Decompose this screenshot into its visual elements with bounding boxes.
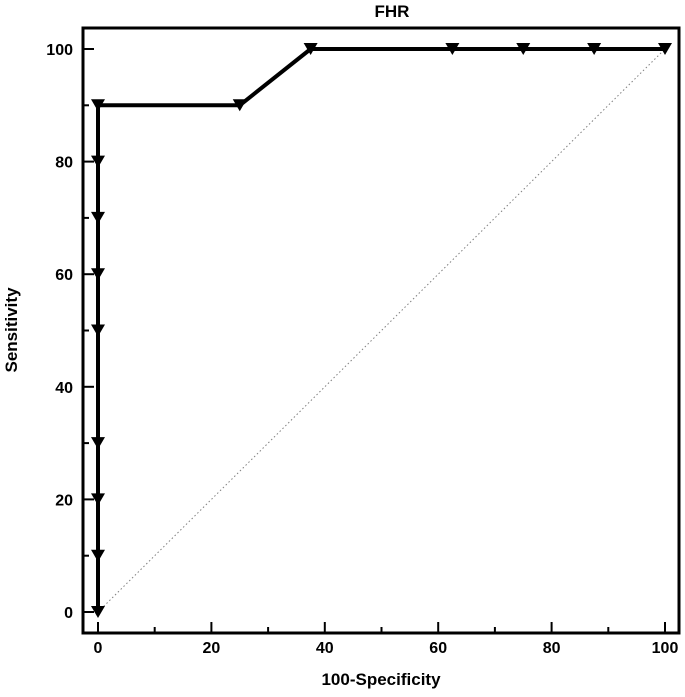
data-point-marker <box>91 493 105 506</box>
data-point-marker <box>91 324 105 337</box>
y-tick-label: 80 <box>55 155 73 172</box>
y-tick-label: 0 <box>64 605 73 622</box>
x-tick-label: 100 <box>652 640 679 657</box>
data-point-marker <box>91 99 105 112</box>
reference-diagonal <box>97 48 666 613</box>
roc-markers <box>91 43 672 618</box>
y-axis-title: Sensitivity <box>2 287 21 373</box>
y-tick-label: 20 <box>55 492 73 509</box>
x-tick-label: 0 <box>94 640 103 657</box>
x-tick-label: 60 <box>429 640 447 657</box>
y-tick-label: 40 <box>55 380 73 397</box>
data-point-marker <box>658 43 672 55</box>
data-point-marker <box>91 155 105 168</box>
x-axis-ticks: 0 20 40 60 80 100 <box>94 622 679 657</box>
x-tick-label: 80 <box>543 640 561 657</box>
data-point-marker <box>587 43 602 55</box>
data-point-marker <box>91 211 105 224</box>
x-tick-label: 20 <box>203 640 221 657</box>
x-axis-title: 100-Specificity <box>321 670 441 689</box>
y-tick-label: 100 <box>46 42 73 59</box>
data-point-marker <box>91 437 105 450</box>
data-point-marker <box>91 606 105 618</box>
data-point-marker <box>303 43 318 55</box>
x-tick-label: 40 <box>316 640 334 657</box>
plot-frame <box>81 26 681 635</box>
data-point-marker <box>91 549 105 562</box>
data-point-marker <box>516 43 531 55</box>
chart-title: FHR <box>375 2 410 21</box>
data-point-marker <box>91 268 105 281</box>
y-axis-ticks: 0 20 40 60 80 100 <box>46 42 94 622</box>
data-point-marker <box>232 99 247 112</box>
data-point-marker <box>445 43 460 55</box>
y-tick-label: 60 <box>55 267 73 284</box>
